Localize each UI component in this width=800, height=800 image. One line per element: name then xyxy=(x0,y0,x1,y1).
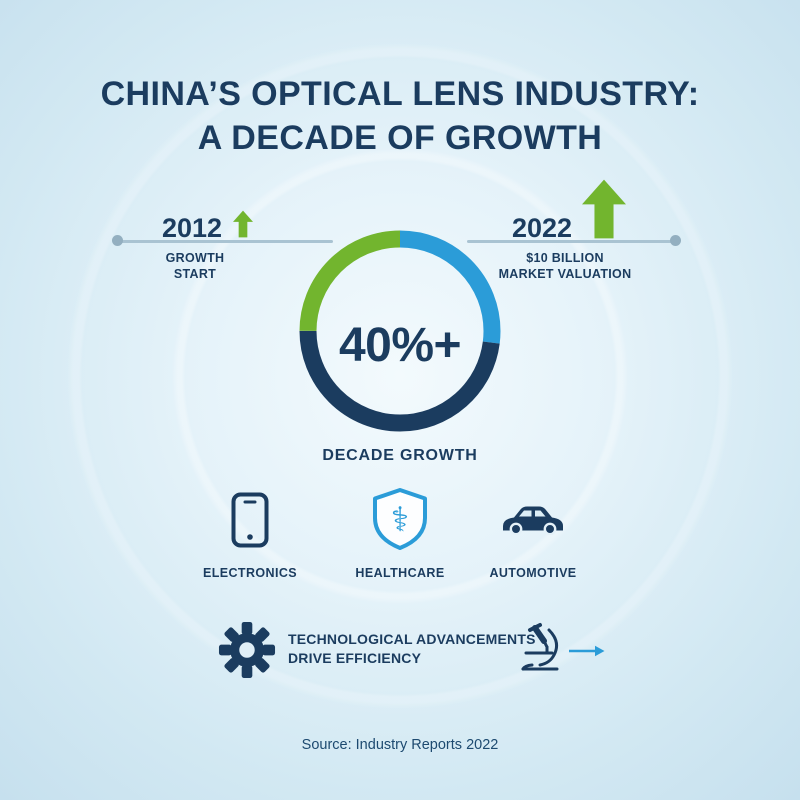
healthcare-shield-icon: ⚕ xyxy=(373,488,427,550)
microscope-icon xyxy=(521,623,559,671)
market-valuation-label: $10 BILLION MARKET VALUATION xyxy=(485,250,645,282)
advancement-line-2: DRIVE EFFICIENCY xyxy=(288,650,422,666)
year-2012-label: 2012 xyxy=(162,213,223,243)
market-valuation-line-1: $10 BILLION xyxy=(526,251,604,265)
gauge-caption: DECADE GROWTH xyxy=(322,447,478,464)
arrow-right-icon xyxy=(569,645,605,657)
industry-label-healthcare: HEALTHCARE xyxy=(355,566,445,580)
timeline-dot-right xyxy=(670,235,681,246)
timeline-dot-left xyxy=(112,235,123,246)
up-arrow-small-icon xyxy=(233,210,253,238)
title-line-2: A DECADE OF GROWTH xyxy=(197,119,603,157)
growth-start-line-1: GROWTH xyxy=(165,251,225,265)
timeline-line-right xyxy=(467,240,675,243)
up-arrow-large-icon xyxy=(582,179,626,239)
industry-label-automotive: AUTOMOTIVE xyxy=(489,566,577,580)
source-text: Source: Industry Reports 2022 xyxy=(301,737,499,753)
year-2022-label: 2022 xyxy=(512,213,573,243)
timeline-line-left xyxy=(117,240,333,243)
page-title: CHINA’S OPTICAL LENS INDUSTRY: A DECADE … xyxy=(0,72,800,160)
title-line-1: CHINA’S OPTICAL LENS INDUSTRY: xyxy=(100,75,700,113)
market-valuation-line-2: MARKET VALUATION xyxy=(498,267,632,281)
car-icon xyxy=(503,506,563,535)
gauge-value: 40%+ xyxy=(338,318,462,372)
growth-start-label: GROWTH START xyxy=(145,250,245,282)
advancement-text: TECHNOLOGICAL ADVANCEMENTS DRIVE EFFICIE… xyxy=(288,630,536,668)
green-segment xyxy=(299,230,501,432)
industry-label-electronics: ELECTRONICS xyxy=(203,566,297,580)
decade-growth-donut xyxy=(299,230,501,432)
growth-start-line-2: START xyxy=(173,267,217,281)
gear-icon xyxy=(218,621,276,679)
decade-growth-gauge: 40%+ xyxy=(295,226,505,436)
advancement-line-1: TECHNOLOGICAL ADVANCEMENTS xyxy=(288,631,536,647)
navy-segment xyxy=(299,230,501,432)
caduceus-glyph: ⚕ xyxy=(391,500,409,540)
smartphone-icon xyxy=(231,492,269,548)
